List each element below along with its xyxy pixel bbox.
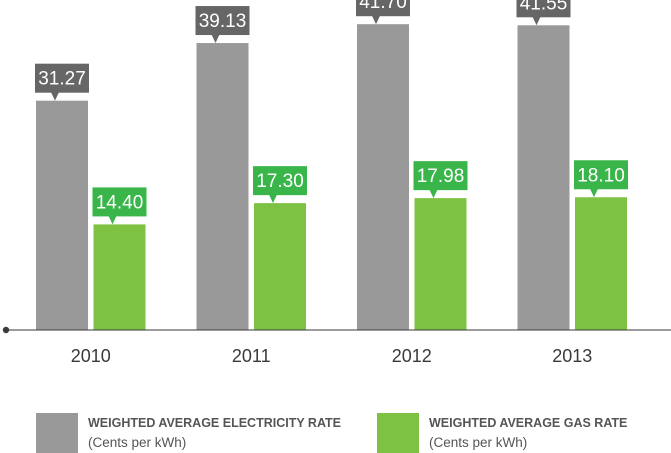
data-label-box-gas-2013 — [574, 160, 628, 190]
legend-swatch-gas — [377, 413, 419, 453]
legend-item-electricity: WEIGHTED AVERAGE ELECTRICITY RATE (Cents… — [36, 413, 341, 453]
data-label-electricity-2013: 41.55 — [520, 0, 568, 14]
bar-chart: 2010 2011 2012 2013 31.27 39.13 41.70 41.55 14.4… — [2, 0, 671, 366]
data-label-pointer-gas-2010 — [108, 215, 117, 225]
data-label-pointer-electricity-2011 — [211, 34, 220, 44]
bar-electricity-2011 — [196, 43, 249, 331]
data-label-box-gas-2011 — [253, 166, 307, 196]
bar-gas-2011 — [254, 203, 306, 330]
bar-gas-2013 — [575, 197, 627, 330]
data-label-box-electricity-2013 — [516, 0, 571, 18]
x-tick-label-2013: 2013 — [552, 346, 592, 366]
legend-unit-electricity: (Cents per kWh) — [88, 435, 187, 450]
data-label-gas-2012: 17.98 — [417, 166, 465, 187]
bar-gas-2010 — [93, 224, 146, 330]
data-label-electricity-2010: 31.27 — [38, 69, 86, 90]
bar-electricity-2013 — [517, 25, 570, 331]
axis-origin-dot — [2, 326, 10, 334]
data-label-box-gas-2012 — [413, 161, 468, 191]
data-label-box-electricity-2010 — [35, 63, 89, 93]
data-label-box-electricity-2011 — [195, 6, 250, 36]
bar-electricity-2010 — [36, 100, 88, 330]
legend-swatch-electricity — [36, 413, 78, 453]
bar-electricity-2012 — [357, 24, 409, 330]
data-label-pointer-gas-2012 — [429, 189, 438, 199]
legend-unit-gas: (Cents per kWh) — [429, 435, 528, 450]
data-label-electricity-2011: 39.13 — [199, 11, 247, 32]
legend-label-electricity: WEIGHTED AVERAGE ELECTRICITY RATE — [88, 416, 342, 430]
x-tick-label-2011: 2011 — [232, 346, 271, 366]
data-label-electricity-2012: 41.70 — [359, 0, 407, 13]
data-label-box-electricity-2012 — [356, 0, 410, 17]
legend-item-gas: WEIGHTED AVERAGE GAS RATE (Cents per kWh… — [377, 413, 627, 453]
data-label-pointer-electricity-2012 — [372, 15, 380, 25]
data-label-pointer-gas-2013 — [590, 188, 598, 198]
x-tick-label-2010: 2010 — [71, 346, 111, 366]
data-label-pointer-gas-2011 — [269, 194, 277, 204]
data-label-gas-2010: 14.40 — [96, 192, 144, 213]
data-label-pointer-electricity-2013 — [532, 16, 541, 26]
data-label-box-gas-2010 — [92, 187, 147, 217]
data-label-gas-2011: 17.30 — [256, 171, 304, 192]
data-label-gas-2013: 18.10 — [577, 165, 625, 186]
x-tick-label-2012: 2012 — [392, 346, 432, 366]
bar-gas-2012 — [414, 198, 467, 330]
data-label-pointer-electricity-2010 — [51, 92, 59, 101]
legend-label-gas: WEIGHTED AVERAGE GAS RATE — [429, 416, 628, 430]
